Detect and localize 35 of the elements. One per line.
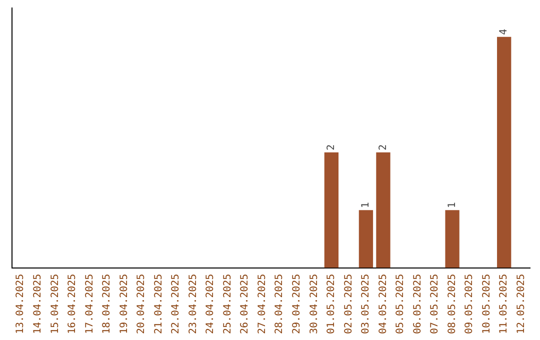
- x-tick-label: 01.05.2025: [326, 274, 338, 334]
- x-tick-label: 16.04.2025: [67, 274, 78, 334]
- x-tick-label: 09.05.2025: [464, 274, 476, 334]
- x-tick-label: 06.05.2025: [412, 274, 424, 334]
- data-label: 4: [498, 28, 510, 35]
- x-tick-label: 29.04.2025: [291, 274, 302, 334]
- x-tick-label: 18.04.2025: [102, 274, 113, 334]
- data-label: 2: [378, 144, 389, 150]
- x-tick-label: 02.05.2025: [343, 274, 354, 334]
- x-tick-label: 20.04.2025: [136, 274, 148, 334]
- x-tick-label: 11.05.2025: [498, 274, 510, 334]
- x-tick-label: 28.04.2025: [274, 274, 286, 334]
- x-tick-label: 21.04.2025: [153, 274, 164, 334]
- x-tick-label: 04.05.2025: [378, 274, 389, 334]
- x-tick-label: 15.04.2025: [50, 274, 61, 334]
- x-tick-label: 22.04.2025: [170, 274, 182, 334]
- x-tick-label: 08.05.2025: [446, 274, 458, 334]
- x-tick-label: 13.04.2025: [15, 274, 26, 334]
- x-tick-label: 17.04.2025: [84, 274, 96, 334]
- x-tick-label: 30.04.2025: [308, 274, 320, 334]
- x-tick-label: 25.04.2025: [222, 274, 234, 334]
- x-tick-label: 12.05.2025: [516, 274, 527, 334]
- x-tick-label: 19.04.2025: [118, 274, 130, 334]
- x-tick-label: 05.05.2025: [395, 274, 406, 334]
- x-tick-label: 07.05.2025: [430, 274, 441, 334]
- x-tick-label: 14.04.2025: [32, 274, 44, 334]
- data-label: 1: [360, 202, 372, 208]
- x-tick-label: 23.04.2025: [188, 274, 199, 334]
- x-tick-label: 27.04.2025: [256, 274, 268, 334]
- x-tick-label: 03.05.2025: [360, 274, 372, 334]
- data-label: 1: [446, 202, 458, 208]
- data-label: 2: [326, 144, 338, 150]
- x-tick-label: 26.04.2025: [240, 274, 251, 334]
- x-tick-label: 24.04.2025: [205, 274, 216, 334]
- x-tick-label: 10.05.2025: [481, 274, 492, 334]
